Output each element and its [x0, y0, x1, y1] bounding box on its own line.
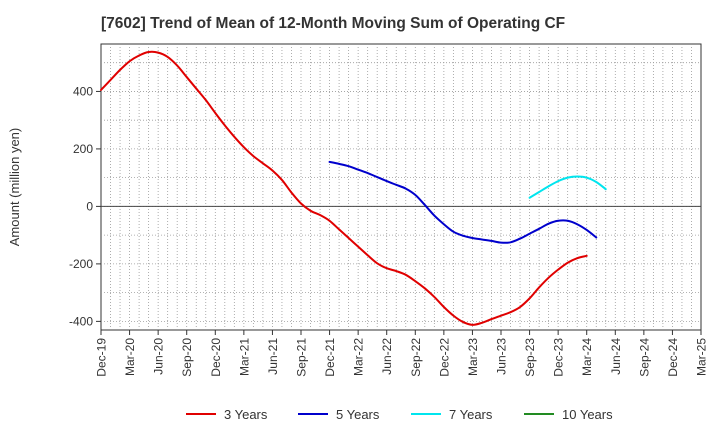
legend-label-3-years: 3 Years — [224, 407, 268, 422]
x-tick-label: Dec-20 — [209, 338, 223, 377]
legend-label-10-years: 10 Years — [562, 407, 613, 422]
y-tick-label: -400 — [69, 314, 93, 328]
x-tick-label: Sep-21 — [295, 338, 309, 377]
x-tick-label: Dec-21 — [323, 338, 337, 377]
x-tick-label: Mar-22 — [352, 338, 366, 376]
x-tick-label: Mar-20 — [123, 338, 137, 376]
legend-label-7-years: 7 Years — [449, 407, 493, 422]
x-tick-label: Mar-25 — [695, 338, 709, 376]
y-tick-label: 200 — [73, 142, 93, 156]
x-tick-label: Jun-20 — [152, 338, 166, 375]
y-axis-ticks: -400 -200 0 200 400 — [69, 84, 101, 328]
x-tick-label: Jun-23 — [495, 338, 509, 375]
x-tick-label: Dec-22 — [437, 338, 451, 377]
x-tick-label: Mar-23 — [466, 338, 480, 376]
x-tick-label: Sep-22 — [409, 338, 423, 377]
x-tick-label: Jun-24 — [609, 338, 623, 375]
x-tick-label: Dec-24 — [666, 338, 680, 377]
grid-lines — [101, 44, 701, 330]
legend: 3 Years 5 Years 7 Years 10 Years — [186, 407, 613, 422]
series-line-5-years — [328, 160, 598, 244]
x-tick-label: Sep-24 — [637, 338, 651, 377]
x-tick-label: Dec-19 — [95, 338, 109, 377]
x-tick-label: Jun-21 — [266, 338, 280, 375]
legend-label-5-years: 5 Years — [336, 407, 380, 422]
x-tick-label: Mar-21 — [237, 338, 251, 376]
x-tick-label: Sep-20 — [180, 338, 194, 377]
x-tick-label: Mar-24 — [580, 338, 594, 376]
series-lines — [100, 50, 607, 326]
x-tick-label: Sep-23 — [523, 338, 537, 377]
x-tick-label: Dec-23 — [552, 338, 566, 377]
series-line-7-years — [528, 175, 607, 199]
y-tick-label: 400 — [73, 84, 93, 98]
x-tick-label: Jun-22 — [380, 338, 394, 375]
y-axis-label: Amount (million yen) — [7, 128, 22, 247]
y-tick-label: 0 — [86, 199, 93, 213]
y-tick-label: -200 — [69, 257, 93, 271]
chart-title: [7602] Trend of Mean of 12-Month Moving … — [101, 15, 565, 32]
x-axis-ticks: Dec-19 Mar-20 Jun-20 Sep-20 Dec-20 Mar-21 Jun-… — [95, 330, 709, 377]
series-line-3-years — [100, 50, 588, 326]
